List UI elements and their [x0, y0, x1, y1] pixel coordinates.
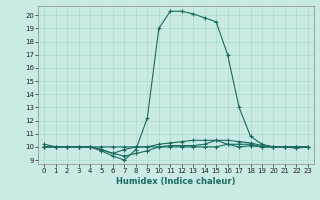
X-axis label: Humidex (Indice chaleur): Humidex (Indice chaleur) [116, 177, 236, 186]
